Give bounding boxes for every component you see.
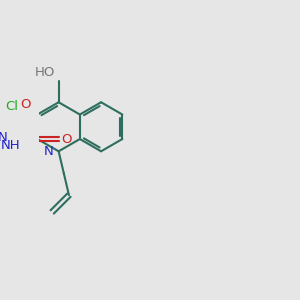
Text: N: N — [44, 145, 54, 158]
Text: N: N — [0, 130, 8, 143]
Text: Cl: Cl — [6, 100, 19, 113]
Text: NH: NH — [1, 139, 20, 152]
Text: HO: HO — [35, 66, 56, 79]
Text: O: O — [20, 98, 31, 111]
Text: O: O — [61, 133, 72, 146]
